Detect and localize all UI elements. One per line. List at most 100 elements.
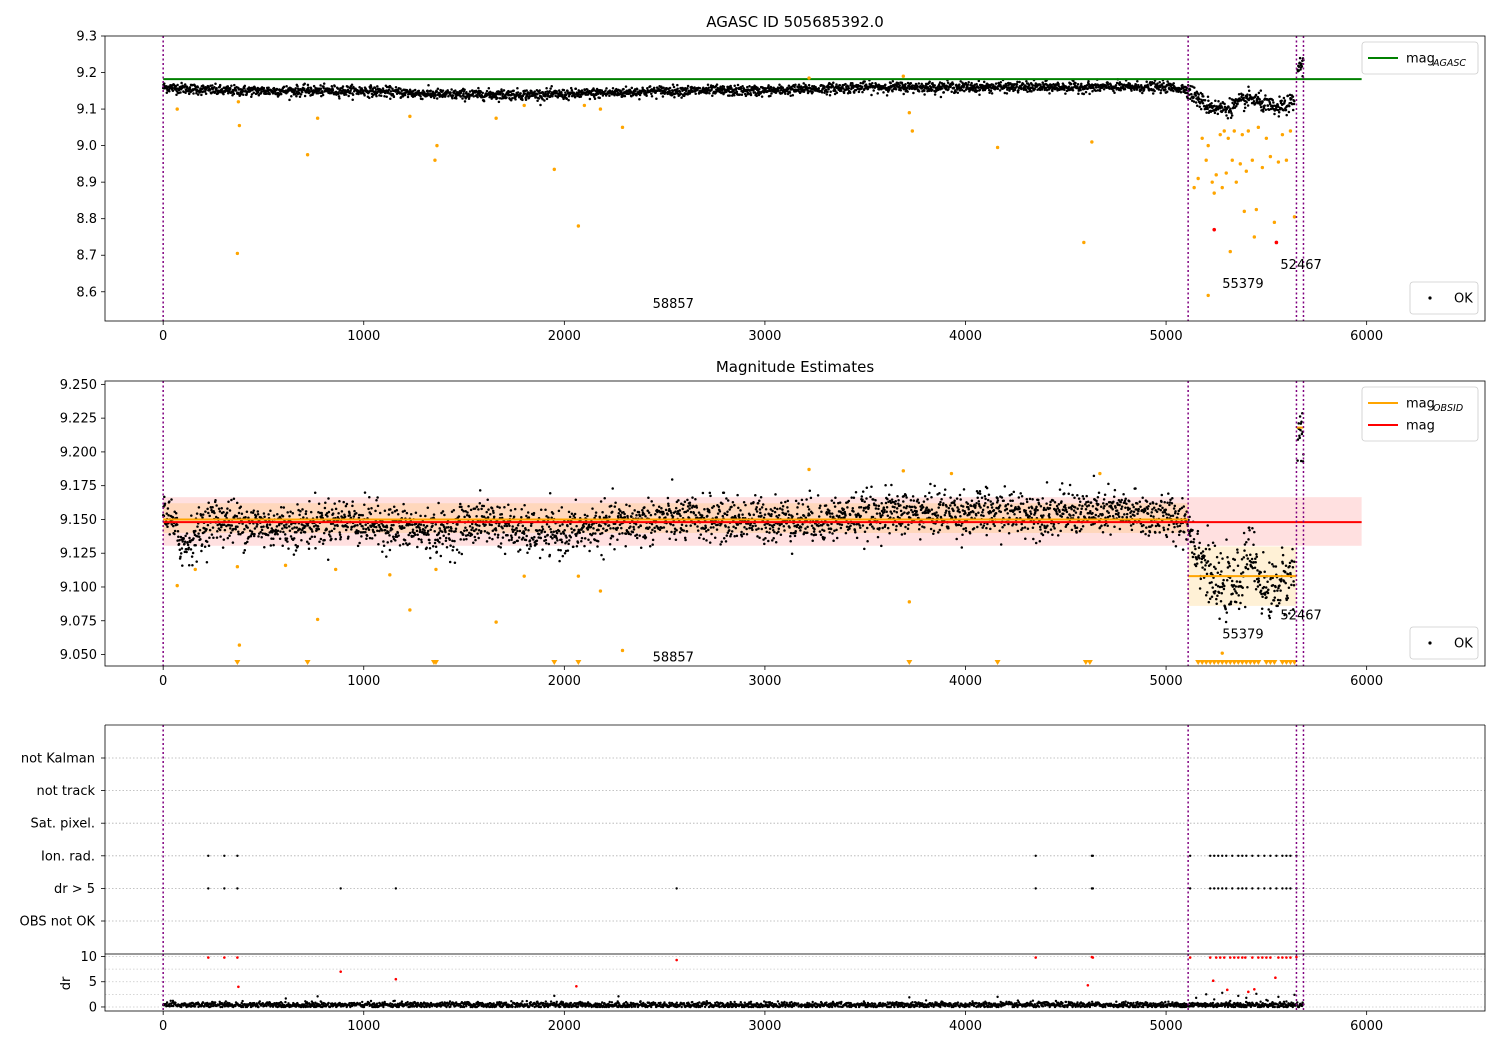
data-point: [464, 100, 467, 103]
data-point: [427, 533, 430, 536]
data-point: [858, 91, 861, 94]
data-point: [1016, 83, 1019, 86]
data-point: [281, 545, 284, 548]
data-point: [511, 525, 514, 528]
data-point: [309, 538, 312, 541]
data-point: [532, 538, 535, 541]
data-point: [1048, 92, 1051, 95]
data-point: [219, 510, 222, 513]
data-point: [368, 496, 371, 499]
data-point: [382, 540, 385, 543]
data-point: [949, 85, 952, 88]
data-point: [529, 545, 532, 548]
data-point: [377, 543, 380, 546]
data-point: [491, 507, 494, 510]
data-point: [163, 496, 166, 499]
data-point: [1212, 228, 1216, 232]
data-point: [236, 526, 239, 529]
data-point: [1196, 177, 1199, 180]
data-point: [762, 503, 765, 506]
data-point: [257, 535, 260, 538]
data-point: [391, 511, 394, 514]
data-point: [648, 511, 651, 514]
data-point: [434, 539, 437, 542]
data-point: [667, 497, 670, 500]
data-point: [384, 529, 387, 532]
data-point: [761, 528, 764, 531]
data-point: [636, 534, 639, 537]
data-point: [904, 83, 907, 86]
data-point: [983, 81, 986, 84]
data-point: [316, 117, 319, 120]
data-point: [533, 536, 536, 539]
data-point: [219, 84, 222, 87]
data-point: [570, 536, 573, 539]
data-point: [424, 515, 427, 518]
data-point: [280, 93, 283, 96]
data-point: [536, 540, 539, 543]
data-point: [285, 523, 288, 526]
data-point: [393, 96, 396, 99]
data-point: [687, 85, 690, 88]
data-point: [559, 524, 562, 527]
data-point: [505, 96, 508, 99]
data-point: [730, 506, 733, 509]
data-point: [395, 86, 398, 89]
data-point: [474, 539, 477, 542]
data-point: [1288, 111, 1291, 114]
data-point: [267, 534, 270, 537]
data-point: [272, 538, 275, 541]
data-point: [710, 533, 713, 536]
data-point: [468, 516, 471, 519]
data-point: [580, 95, 583, 98]
data-point: [882, 91, 885, 94]
data-point: [1214, 99, 1217, 102]
data-point: [1282, 109, 1285, 112]
data-point: [651, 523, 654, 526]
data-point: [687, 505, 690, 508]
data-point: [236, 252, 239, 255]
data-point: [385, 95, 388, 98]
data-point: [498, 525, 501, 528]
data-point: [1195, 94, 1198, 97]
data-point: [483, 100, 486, 103]
data-point: [462, 93, 465, 96]
data-point: [371, 537, 374, 540]
data-point: [186, 541, 189, 544]
data-point: [521, 99, 524, 102]
data-point: [528, 548, 531, 551]
data-point: [629, 533, 632, 536]
data-point: [196, 512, 199, 515]
data-point: [501, 527, 504, 530]
data-point: [680, 96, 683, 99]
data-point: [204, 510, 207, 512]
data-point: [325, 528, 328, 531]
data-point: [1281, 133, 1284, 136]
data-point: [366, 535, 369, 538]
data-point: [726, 510, 729, 513]
data-point: [978, 94, 981, 97]
data-point: [934, 93, 937, 96]
data-point: [197, 532, 200, 535]
data-point: [1255, 94, 1258, 97]
data-point: [461, 97, 464, 100]
data-point: [253, 509, 256, 512]
data-point: [1077, 92, 1080, 95]
data-point: [449, 92, 452, 95]
data-point: [180, 82, 183, 85]
data-point: [1261, 100, 1264, 103]
data-point: [383, 544, 386, 547]
data-point: [198, 536, 201, 539]
data-point: [198, 506, 201, 509]
data-point: [574, 96, 577, 99]
data-point: [427, 84, 430, 87]
data-point: [997, 88, 1000, 91]
data-point: [764, 513, 767, 516]
data-point: [923, 89, 926, 92]
data-point: [1223, 129, 1226, 132]
data-point: [1238, 93, 1241, 96]
data-point: [1289, 129, 1292, 132]
data-point: [676, 88, 679, 91]
data-point: [545, 87, 548, 90]
data-point: [1287, 95, 1290, 98]
